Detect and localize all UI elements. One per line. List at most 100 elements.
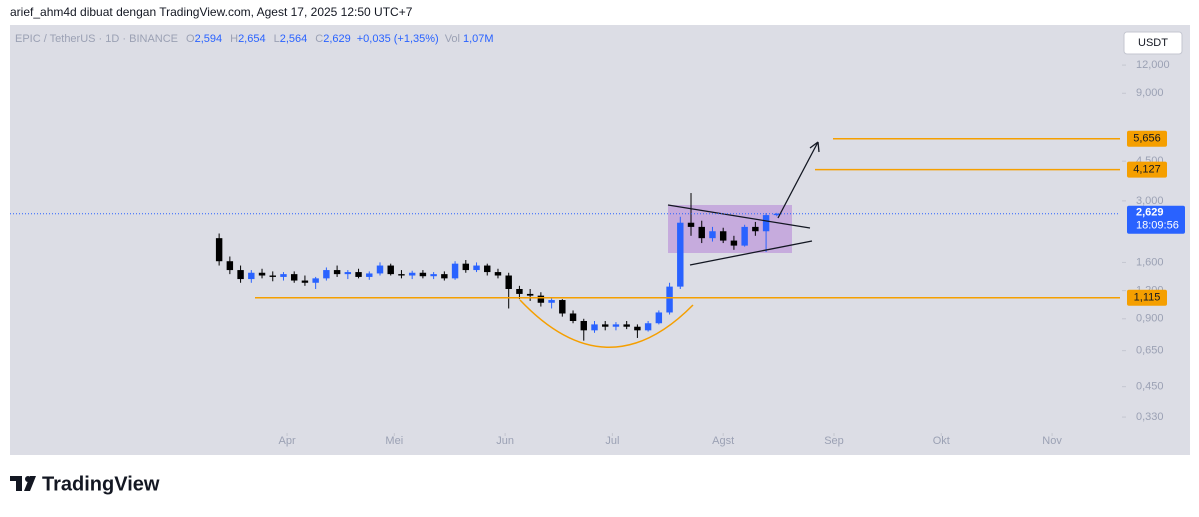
candle-body — [258, 272, 266, 276]
candle-body — [505, 275, 512, 289]
arrow-head — [809, 141, 820, 153]
candle-body — [280, 274, 287, 277]
x-tick-label: Jul — [605, 435, 619, 447]
header: arief_ahm4d dibuat dengan TradingView.co… — [10, 5, 413, 19]
candle-body — [226, 261, 234, 271]
candle-body — [666, 286, 673, 313]
candle-body — [301, 280, 309, 283]
logo: TradingView — [10, 473, 160, 495]
candle-body — [698, 226, 705, 239]
volume-label: Vol — [445, 33, 460, 45]
triangle-bottom — [689, 240, 813, 266]
candle-body — [484, 265, 491, 273]
candle-body — [387, 265, 394, 275]
y-tick-label: 12,000 — [1136, 59, 1170, 71]
candle-body — [655, 312, 663, 324]
candle-body — [559, 300, 566, 314]
legend-value: 2,629 — [323, 33, 351, 45]
candle-body — [602, 324, 609, 327]
candle-body — [569, 313, 577, 321]
y-tick-label: 0,650 — [1136, 345, 1164, 357]
candle-body — [719, 231, 727, 241]
last-price-tag — [1127, 205, 1185, 234]
x-tick-label: Jun — [496, 435, 514, 447]
chart-panel — [10, 25, 1190, 455]
legend-label: H — [230, 33, 238, 45]
candle-body — [687, 222, 695, 227]
candle-body — [333, 270, 341, 275]
candle-body — [408, 272, 416, 276]
candle-body — [269, 275, 276, 277]
candle-body — [752, 226, 759, 232]
candle-body — [398, 274, 405, 276]
legend-label: L — [274, 33, 280, 45]
candle-body — [248, 272, 255, 280]
y-tick-label: 0,900 — [1136, 313, 1164, 325]
price-tag-label: 5,656 — [1133, 133, 1161, 145]
symbol: EPIC / TetherUS · 1D · BINANCE — [15, 33, 178, 45]
price-tag — [1127, 161, 1167, 178]
legend-value: 2,564 — [280, 33, 308, 45]
candle-body — [580, 320, 587, 331]
candle-body — [548, 300, 555, 303]
candle-body — [741, 226, 748, 246]
candle-body — [634, 326, 641, 331]
pattern-box — [668, 205, 792, 253]
change: +0,035 (+1,35%) — [357, 33, 439, 45]
triangle-top — [667, 204, 811, 229]
countdown: 18:09:56 — [1136, 220, 1179, 232]
y-tick-label: 0,330 — [1136, 411, 1164, 423]
candle-body — [623, 324, 630, 327]
candle-body — [376, 265, 384, 274]
candle-body — [344, 272, 352, 275]
cup-arc — [519, 299, 694, 348]
candle-body — [762, 215, 770, 232]
arrow-line — [777, 141, 819, 219]
candle-body — [730, 240, 738, 246]
candle-body — [312, 278, 319, 283]
y-tick-label: 0,450 — [1136, 381, 1164, 393]
candle-body — [591, 324, 598, 331]
currency-button[interactable] — [1123, 31, 1183, 55]
candle-body — [462, 263, 470, 271]
candle-body — [430, 274, 437, 277]
price-tag — [1127, 289, 1167, 306]
y-tick-label: 1,600 — [1136, 256, 1164, 268]
price-tag-label: 4,127 — [1133, 164, 1161, 176]
legend-label: C — [315, 33, 323, 45]
candle-body — [773, 213, 781, 216]
candle-body — [366, 273, 373, 277]
legend-label: O — [186, 33, 195, 45]
x-tick-label: Sep — [824, 435, 844, 447]
x-tick-label: Mei — [385, 435, 403, 447]
currency[interactable]: USDT — [1138, 37, 1168, 49]
candle-body — [419, 272, 427, 277]
candle-body — [516, 288, 523, 294]
candle-body — [441, 274, 448, 279]
candle-body — [709, 231, 716, 239]
candle-body — [473, 265, 480, 271]
legend-value: 2,654 — [238, 33, 266, 45]
y-tick-label: 3,000 — [1136, 195, 1164, 207]
y-tick-label: 9,000 — [1136, 87, 1164, 99]
candle-body — [537, 295, 545, 303]
x-tick-label: Agst — [712, 435, 734, 447]
candle-body — [215, 238, 223, 262]
candle-body — [323, 270, 330, 279]
x-tick-label: Okt — [933, 435, 950, 447]
price-tag-label: 1,115 — [1134, 292, 1161, 304]
candle-body — [355, 272, 362, 277]
brand: TradingView — [42, 473, 160, 495]
candle-body — [290, 274, 298, 281]
legend-value: 2,594 — [195, 33, 223, 45]
candle-body — [612, 324, 620, 327]
volume-value: 1,07M — [463, 33, 494, 45]
candle-body — [644, 323, 652, 331]
candle-body — [494, 272, 502, 276]
x-tick-label: Apr — [278, 435, 295, 447]
x-tick-label: Nov — [1042, 435, 1062, 447]
candle-body — [237, 270, 244, 280]
candle-body — [451, 263, 459, 279]
